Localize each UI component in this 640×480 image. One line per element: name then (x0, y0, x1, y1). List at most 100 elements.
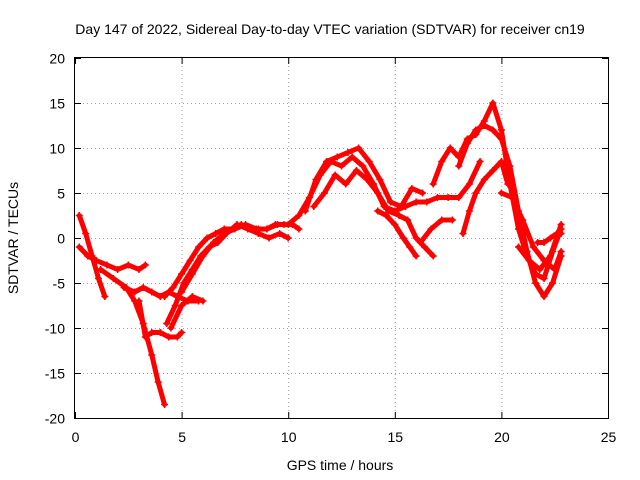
data-point (406, 243, 414, 251)
y-tick-label: 5 (57, 186, 65, 202)
data-point (536, 266, 544, 273)
data-point (489, 167, 497, 174)
y-tick-label: -5 (53, 276, 66, 292)
data-point (195, 243, 203, 251)
data-point (532, 279, 540, 287)
data-point (374, 207, 382, 215)
series-sat-track-14 (429, 99, 565, 282)
data-point (323, 158, 331, 165)
y-tick-label: -20 (45, 411, 65, 427)
x-tick-label: 20 (494, 429, 510, 445)
data-point (342, 180, 350, 188)
data-point (178, 329, 186, 336)
data-point (519, 216, 527, 224)
data-point (94, 275, 102, 282)
data-point (75, 212, 83, 219)
data-point (397, 203, 405, 210)
data-point (161, 401, 169, 408)
data-point (203, 234, 211, 242)
series-sat-track-2 (75, 243, 149, 273)
series-sat-track-19 (534, 230, 565, 246)
data-point (139, 284, 147, 291)
data-point (75, 243, 83, 251)
data-point (489, 99, 497, 107)
data-point (404, 216, 412, 224)
data-point (472, 126, 480, 134)
x-tick-label: 10 (281, 429, 297, 445)
data-point (448, 216, 456, 224)
data-point (363, 176, 371, 183)
data-point (109, 275, 117, 282)
data-point (455, 162, 463, 170)
data-point (376, 176, 384, 183)
data-point (557, 230, 565, 237)
data-point (82, 230, 90, 237)
data-point (421, 243, 429, 251)
data-point (514, 243, 522, 251)
data-point (141, 333, 149, 341)
data-point (295, 225, 303, 233)
series-sat-track-10 (301, 144, 427, 215)
series-sat-track-18 (514, 221, 565, 273)
data-point (84, 252, 92, 260)
data-point (212, 230, 220, 237)
data-point (459, 230, 467, 237)
data-point (312, 176, 320, 183)
data-point (199, 297, 207, 305)
data-point (274, 221, 282, 228)
data-point (154, 378, 162, 386)
y-tick-label: 20 (49, 51, 65, 67)
data-point (429, 180, 437, 188)
data-point (103, 261, 111, 269)
series-track-line (417, 217, 455, 245)
data-point (444, 194, 452, 201)
series-track-line (168, 294, 206, 331)
data-point (231, 225, 239, 233)
data-point (331, 171, 339, 179)
data-point (557, 248, 565, 255)
data-point (525, 257, 533, 264)
data-point (114, 266, 122, 273)
data-point (497, 189, 505, 197)
data-point (438, 216, 446, 224)
data-point (391, 221, 399, 228)
data-point (97, 266, 105, 273)
data-point (540, 275, 548, 282)
data-point (557, 221, 565, 228)
y-tick-label: -10 (45, 321, 65, 337)
data-point (276, 230, 284, 237)
series-sat-track-3 (97, 266, 169, 408)
chart-title: Day 147 of 2022, Sidereal Day-to-day VTE… (75, 21, 585, 37)
data-point (534, 239, 542, 246)
data-point (455, 194, 463, 201)
data-point (504, 180, 512, 188)
data-point (295, 212, 303, 219)
data-point (284, 234, 292, 242)
y-tick-label: 15 (49, 96, 65, 112)
data-point (408, 185, 416, 192)
data-point (171, 302, 179, 309)
data-point (178, 302, 186, 309)
data-point (438, 158, 446, 165)
data-point (220, 230, 228, 237)
data-point (284, 221, 292, 228)
x-axis-label: GPS time / hours (287, 457, 394, 473)
data-point (242, 221, 250, 228)
data-point (210, 239, 218, 246)
data-point (419, 189, 427, 197)
data-point (365, 158, 373, 165)
y-tick-label: 0 (57, 231, 65, 247)
data-point (92, 257, 100, 264)
data-point (416, 239, 424, 246)
data-point (355, 144, 363, 152)
data-point (476, 158, 484, 165)
data-point (188, 270, 196, 278)
data-point (412, 198, 420, 206)
data-point (549, 279, 557, 287)
data-point (163, 320, 171, 327)
data-point (265, 234, 273, 242)
data-point (384, 207, 392, 215)
series-sat-track-11 (310, 167, 437, 260)
data-point (135, 266, 143, 273)
